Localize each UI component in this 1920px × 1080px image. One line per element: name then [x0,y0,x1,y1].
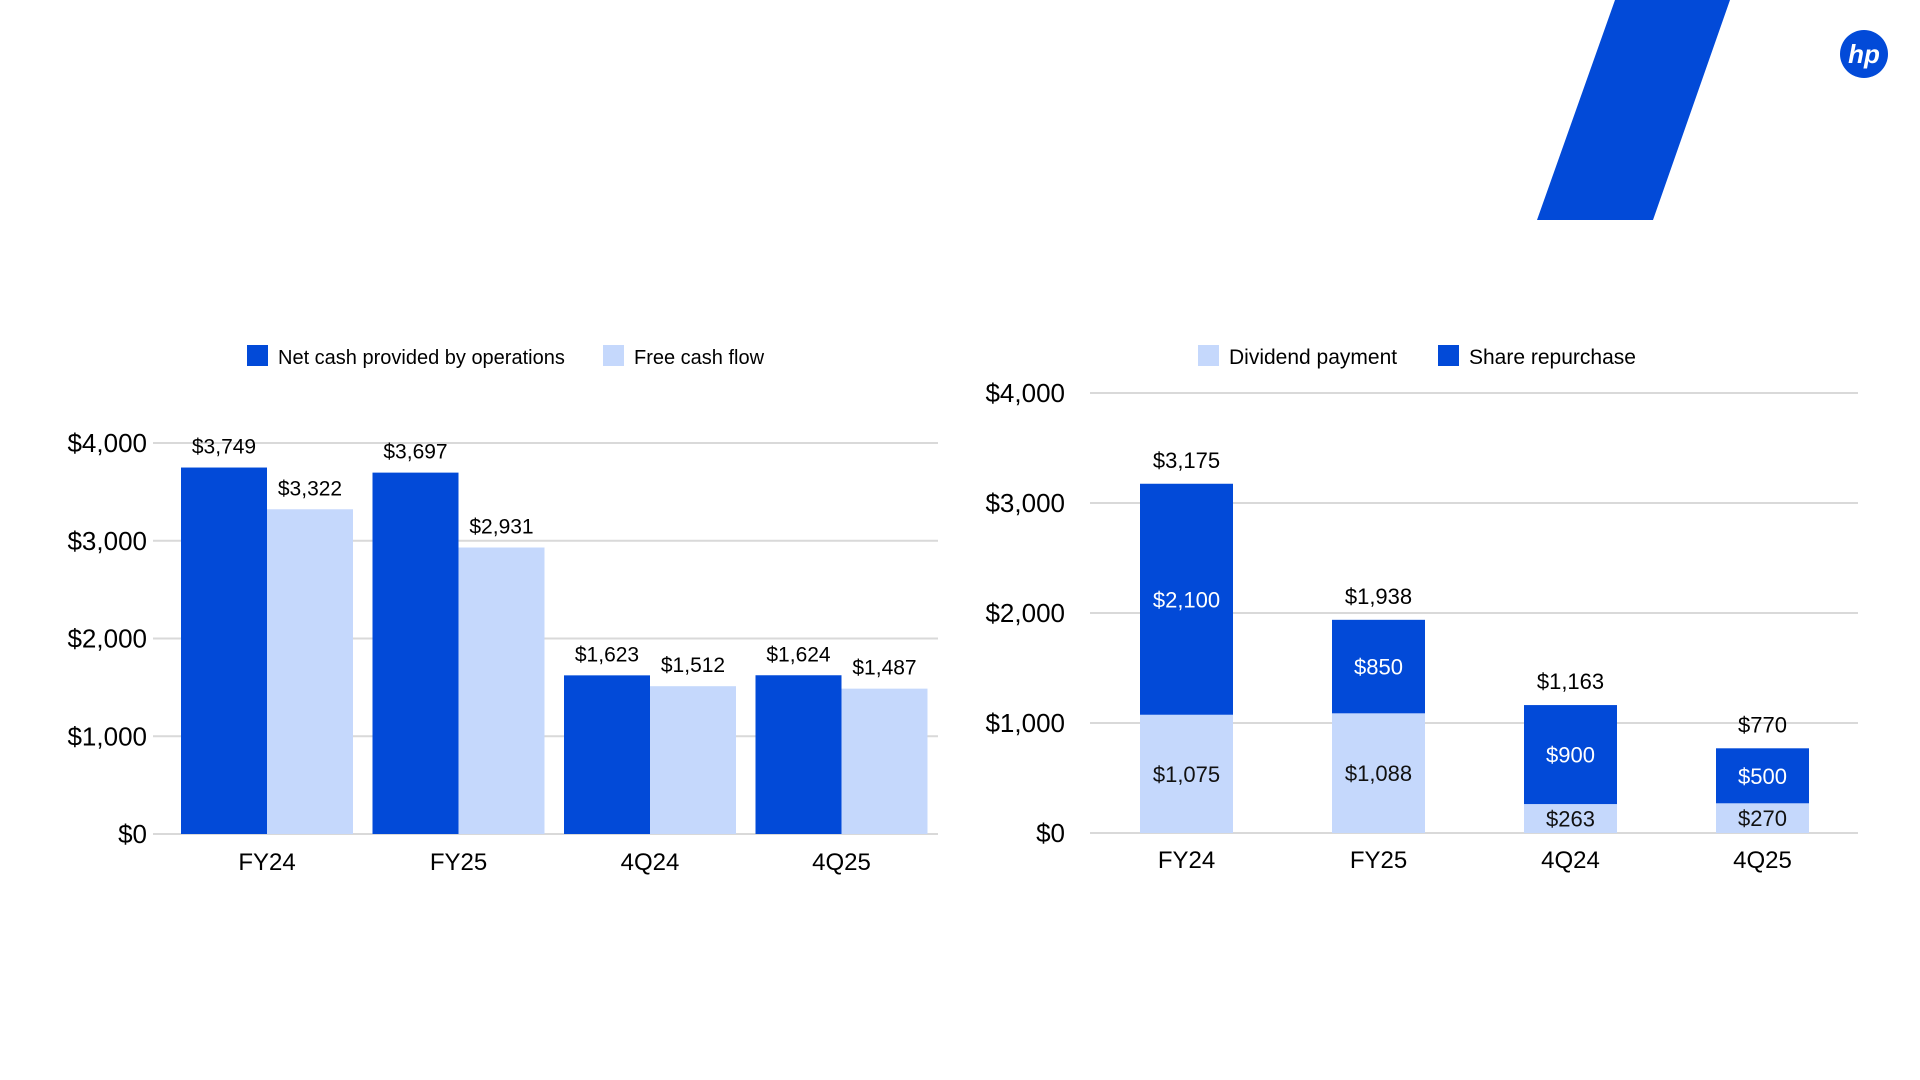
segment-label: $263 [1546,807,1595,832]
hp-logo-text: hp [1848,39,1880,69]
legend-swatch [247,345,268,366]
bar-share-repurchase [1140,483,1233,715]
segment-label: $2,100 [1153,587,1220,612]
data-label: $1,512 [661,654,725,677]
segment-label: $900 [1546,743,1595,768]
segment-label: $500 [1738,764,1787,789]
total-label: $770 [1738,712,1787,737]
x-tick-label: FY25 [430,849,487,876]
x-tick-label: FY24 [238,849,295,876]
bar-net-cash-ops [372,472,459,834]
data-label: $3,322 [278,477,342,500]
y-tick-label: $3,000 [67,526,147,556]
segment-label: $270 [1738,806,1787,831]
data-label: $3,749 [192,436,256,459]
bar-share-repurchase [1716,748,1809,804]
data-label: $1,623 [575,643,639,666]
y-tick-label: $0 [1036,818,1065,848]
x-tick-label: FY24 [1158,847,1215,874]
y-tick-label: $4,000 [67,428,147,458]
y-tick-label: $0 [118,819,147,849]
bar-free-cash-flow [267,509,353,834]
bar-net-cash-ops [564,675,650,834]
bar-dividend-payment [1716,803,1809,833]
x-tick-label: FY25 [1350,847,1407,874]
bar-free-cash-flow [650,686,736,834]
segment-label: $1,075 [1153,762,1220,787]
x-tick-label: 4Q25 [812,849,871,876]
x-tick-label: 4Q24 [1541,847,1600,874]
x-tick-label: 4Q25 [1733,847,1792,874]
y-tick-label: $2,000 [67,624,147,654]
y-tick-label: $3,000 [985,488,1065,518]
bar-dividend-payment [1332,713,1425,833]
bar-net-cash-ops [755,675,842,834]
legend-label: Dividend payment [1229,346,1397,369]
hp-logo: hp [1840,30,1888,78]
data-label: $2,931 [469,515,533,538]
bar-free-cash-flow [458,547,545,834]
total-label: $1,163 [1537,669,1604,694]
legend-swatch [603,345,624,366]
y-tick-label: $1,000 [985,708,1065,738]
data-label: $1,487 [852,657,916,680]
bar-share-repurchase [1524,705,1617,805]
segment-label: $850 [1354,655,1403,680]
bar-free-cash-flow [841,688,928,834]
y-tick-label: $2,000 [985,598,1065,628]
x-tick-label: 4Q24 [621,849,680,876]
legend-swatch [1438,345,1459,366]
legend-label: Share repurchase [1469,346,1636,369]
legend-label: Net cash provided by operations [278,347,565,369]
bar-dividend-payment [1140,714,1233,833]
bar-net-cash-ops [181,467,267,834]
bar-share-repurchase [1332,619,1425,714]
total-label: $3,175 [1153,448,1220,473]
legend-label: Free cash flow [634,347,765,369]
data-label: $3,697 [383,441,447,464]
segment-label: $1,088 [1345,761,1412,786]
legend-swatch [1198,345,1219,366]
total-label: $1,938 [1345,584,1412,609]
y-tick-label: $4,000 [985,378,1065,408]
bar-dividend-payment [1524,804,1617,833]
y-tick-label: $1,000 [67,721,147,751]
data-label: $1,624 [766,643,831,666]
brand-slash-shape [1537,0,1730,220]
